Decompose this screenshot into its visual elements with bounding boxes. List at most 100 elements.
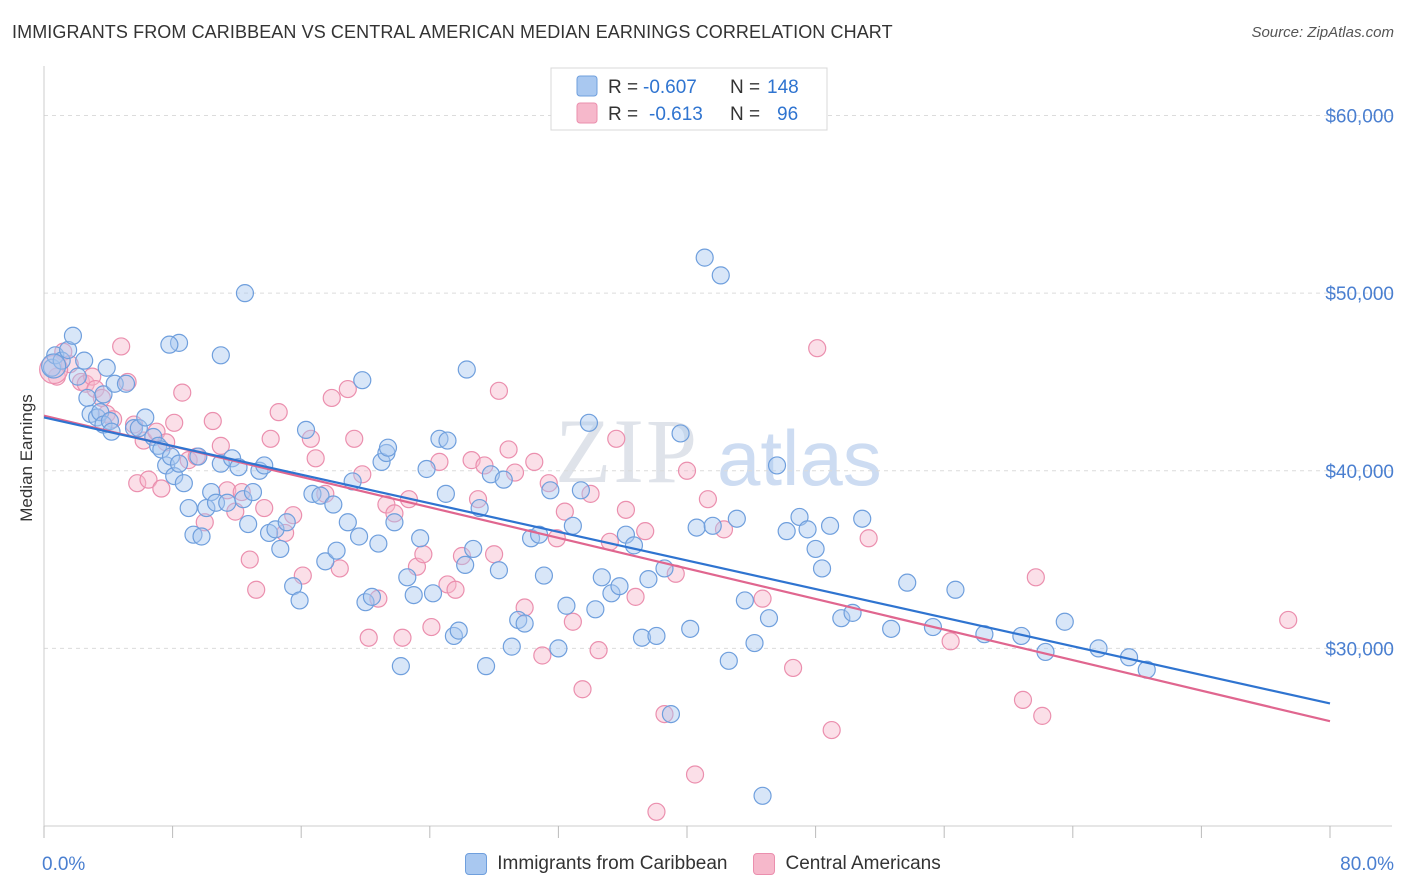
- point-central-americans-17: [152, 479, 171, 498]
- point-caribbean-47: [271, 539, 290, 559]
- point-central-americans-40: [322, 388, 341, 408]
- point-caribbean-29: [179, 498, 198, 518]
- point-caribbean-65: [385, 513, 404, 532]
- legend-swatch-caribbean-bottom: [465, 853, 488, 875]
- point-caribbean-51: [296, 420, 316, 440]
- point-caribbean-71: [423, 584, 443, 603]
- point-caribbean-85: [515, 614, 534, 633]
- point-caribbean-139: [235, 284, 255, 303]
- x-tick-labels: 0.0% 80.0%: [42, 854, 1394, 875]
- point-caribbean-91: [557, 596, 576, 615]
- point-caribbean-112: [719, 651, 738, 670]
- point-central-americans-92: [941, 632, 960, 651]
- point-central-americans-72: [573, 680, 592, 699]
- y-tick-label-3: $60,000: [1325, 107, 1394, 128]
- point-central-americans-10: [112, 337, 131, 356]
- point-caribbean-19: [129, 419, 148, 438]
- point-caribbean-73: [436, 484, 455, 503]
- point-caribbean-69: [411, 529, 430, 548]
- point-caribbean-140: [211, 346, 230, 365]
- point-caribbean-145: [438, 431, 457, 450]
- point-central-americans-64: [505, 463, 525, 482]
- point-caribbean-96: [592, 568, 611, 587]
- point-central-americans-84: [685, 765, 705, 784]
- point-central-americans-20: [173, 383, 192, 402]
- point-caribbean-127: [853, 509, 872, 528]
- point-caribbean-146: [378, 438, 398, 457]
- stat-n-value-1: 148: [767, 77, 799, 98]
- stat-r-label-2: R =: [608, 104, 638, 125]
- point-caribbean-20: [136, 408, 155, 427]
- point-caribbean-116: [753, 786, 772, 805]
- point-caribbean-54: [316, 552, 335, 571]
- point-caribbean-27: [169, 454, 189, 473]
- y-axis-label: Median Earnings: [17, 394, 36, 522]
- point-caribbean-135: [1055, 612, 1074, 631]
- point-caribbean-124: [820, 516, 840, 535]
- point-central-americans-37: [301, 429, 320, 448]
- point-central-americans-33: [269, 403, 288, 422]
- point-caribbean-122: [806, 539, 825, 559]
- point-caribbean-118: [767, 456, 787, 475]
- point-central-americans-63: [499, 440, 518, 459]
- point-central-americans-71: [563, 612, 582, 631]
- legend-swatch-central-americans: [576, 102, 598, 124]
- point-central-americans-32: [261, 429, 280, 448]
- point-caribbean-117: [759, 609, 779, 628]
- point-caribbean-3: [59, 340, 78, 360]
- point-central-americans-49: [393, 628, 412, 647]
- point-central-americans-66: [525, 452, 544, 471]
- point-central-americans-25: [211, 436, 230, 455]
- point-caribbean-100: [624, 536, 644, 555]
- point-caribbean-131: [946, 580, 965, 599]
- point-caribbean-32: [192, 527, 211, 546]
- point-caribbean-4: [63, 326, 83, 345]
- stat-n-label-2: N =: [730, 104, 760, 125]
- point-caribbean-94: [579, 413, 599, 432]
- point-central-americans-77: [616, 500, 636, 519]
- point-central-americans-87: [753, 589, 772, 608]
- point-central-americans-93: [1013, 690, 1033, 709]
- point-caribbean-67: [398, 568, 417, 587]
- point-central-americans-42: [338, 379, 357, 399]
- point-caribbean-68: [404, 585, 423, 605]
- point-caribbean-37: [218, 493, 237, 512]
- point-caribbean-17: [116, 374, 136, 393]
- point-caribbean-101: [632, 628, 652, 647]
- point-caribbean-142: [160, 335, 179, 354]
- point-caribbean-50: [290, 591, 309, 610]
- point-central-americans-68: [539, 474, 558, 493]
- legend-label-caribbean: Immigrants from Caribbean: [497, 853, 728, 874]
- point-caribbean-95: [586, 600, 605, 619]
- point-caribbean-88: [534, 566, 554, 585]
- point-central-americans-81: [655, 704, 674, 724]
- point-caribbean-89: [541, 481, 560, 500]
- series-legend: Immigrants from Caribbean Central Americ…: [0, 850, 1406, 878]
- point-central-americans-43: [345, 429, 364, 448]
- y-tick-label-1: $40,000: [1325, 462, 1394, 483]
- stat-n-label-1: N =: [730, 77, 760, 98]
- point-caribbean-105: [661, 704, 681, 724]
- point-caribbean-92: [563, 516, 582, 535]
- point-caribbean-75: [449, 621, 468, 640]
- point-central-americans-44: [353, 465, 372, 484]
- source-credit: Source: ZipAtlas.com: [1251, 24, 1394, 41]
- point-caribbean-59: [349, 527, 369, 546]
- point-caribbean-129: [898, 573, 917, 592]
- point-caribbean-114: [735, 591, 754, 610]
- point-central-americans-41: [330, 559, 349, 578]
- point-caribbean-5: [68, 367, 87, 386]
- y-tick-label-0: $30,000: [1325, 639, 1394, 660]
- point-caribbean-40: [234, 490, 253, 509]
- chart-title: IMMIGRANTS FROM CARIBBEAN VS CENTRAL AME…: [12, 22, 893, 42]
- point-caribbean-61: [362, 587, 382, 606]
- point-central-americans-86: [714, 520, 734, 539]
- point-caribbean-108: [687, 518, 706, 537]
- point-caribbean-123: [812, 559, 832, 578]
- point-caribbean-106: [671, 424, 690, 443]
- point-central-americans-79: [636, 522, 655, 541]
- point-central-americans-45: [359, 628, 378, 647]
- point-caribbean-115: [745, 633, 764, 653]
- point-caribbean-110: [703, 516, 722, 535]
